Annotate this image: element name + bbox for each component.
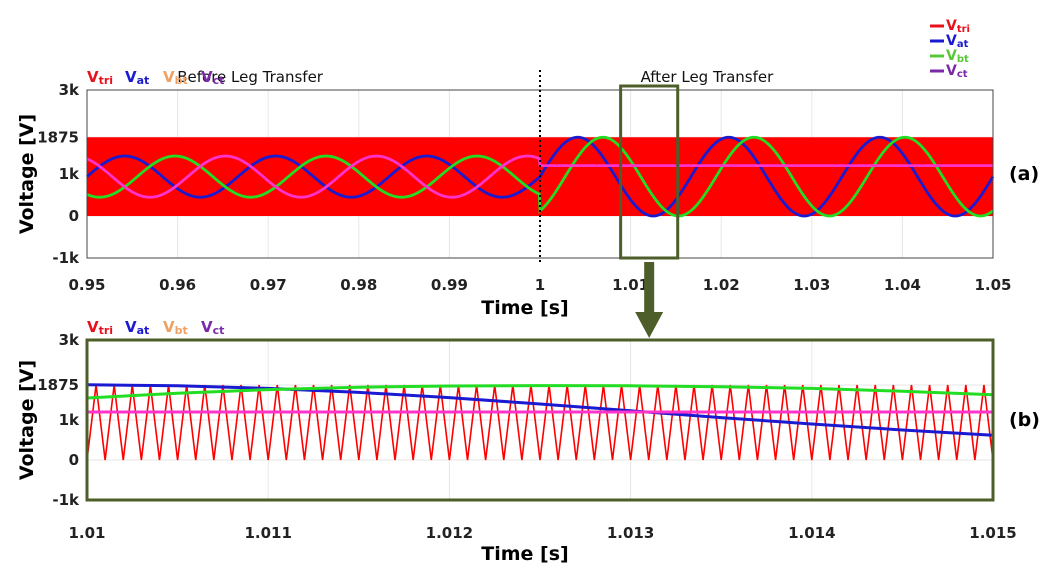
zoom-region-box (619, 84, 680, 260)
y-tick-label: 3k (59, 81, 80, 99)
annotation-before: Before Leg Transfer (177, 68, 324, 86)
legend-entry-Vat: Vat (125, 318, 149, 337)
inline-legend: Vtri Vat Vbt Vct (87, 68, 224, 87)
annotation-marks: Before Leg Transfer After Leg Transfer (177, 68, 774, 262)
y-tick-label: -1k (52, 491, 80, 509)
x-tick-label: 0.97 (250, 276, 287, 294)
x-tick-label: 1.05 (974, 276, 1011, 294)
inline-legend: Vtri Vat Vbt Vct (87, 318, 224, 337)
x-tick-labels: 1.01 1.011 1.012 1.013 1.014 1.015 (68, 524, 1016, 542)
legend-label-ct: Vct (946, 63, 968, 80)
series-Vtri (86, 384, 994, 461)
legend-label-bt: Vbt (946, 48, 969, 65)
x-tick-label: 1.03 (793, 276, 830, 294)
x-tick-label: 1.012 (426, 524, 473, 542)
legend-label-tri: Vtri (946, 18, 970, 35)
y-tick-label: 0 (69, 451, 79, 469)
legend-entry-Vbt: Vbt (163, 68, 188, 87)
zoom-arrow-icon (635, 262, 664, 338)
x-tick-label: 1.04 (884, 276, 921, 294)
y-tick-label: -1k (52, 249, 80, 267)
x-tick-label: 1.015 (969, 524, 1016, 542)
legend-entry-Vtri: Vtri (87, 318, 113, 337)
y-tick-label: 3k (59, 331, 80, 349)
x-tick-labels: 0.95 0.96 0.97 0.98 0.99 1 1.01 1.02 1.03 1.04 1.0… (68, 276, 1011, 294)
y-tick-label: 1875 (37, 376, 79, 394)
panel-label: (a) (1009, 163, 1039, 185)
x-tick-label: 0.99 (431, 276, 468, 294)
y-axis-label: Voltage [V] (16, 360, 38, 480)
legend-entry-Vtri: Vtri (87, 68, 113, 87)
arrow-shaft (644, 262, 655, 312)
y-tick-label: 1875 (37, 128, 79, 146)
legend-entry-Vct: Vct (201, 318, 224, 337)
y-tick-label: 0 (69, 207, 79, 225)
x-tick-label: 0.96 (159, 276, 196, 294)
legend-label-at: Vat (946, 33, 969, 50)
plot-frame (85, 338, 995, 502)
legend-entry-Vct: Vct (201, 68, 224, 87)
x-tick-label: 1 (535, 276, 545, 294)
y-tick-label: 1k (59, 411, 80, 429)
x-axis-label: Time [s] (481, 297, 568, 319)
x-tick-label: 1.014 (788, 524, 835, 542)
legend-entry-Vat: Vat (125, 68, 149, 87)
series-group (86, 383, 994, 437)
carrier-wave (86, 384, 994, 461)
x-tick-label: 1.01 (68, 524, 105, 542)
x-tick-label: 0.98 (340, 276, 377, 294)
series-Vat (86, 383, 994, 437)
annotation-after: After Leg Transfer (641, 68, 775, 86)
grid (86, 339, 994, 501)
chart-panel-a: Before Leg Transfer After Leg Transfer -1… (16, 68, 1039, 319)
x-axis-label: Time [s] (481, 543, 568, 565)
panel-label: (b) (1009, 409, 1040, 431)
arrow-head (635, 312, 664, 338)
series-Vbt (86, 384, 994, 400)
x-tick-label: 1.02 (703, 276, 740, 294)
x-tick-label: 1.01 (612, 276, 649, 294)
y-axis-label: Voltage [V] (16, 114, 38, 234)
x-tick-label: 0.95 (68, 276, 105, 294)
legend-entry-Vbt: Vbt (163, 318, 188, 337)
x-tick-label: 1.011 (244, 524, 291, 542)
y-tick-labels: -1k 0 1k 1875 3k (37, 331, 80, 509)
x-tick-label: 1.013 (607, 524, 654, 542)
y-tick-label: 1k (59, 165, 80, 183)
y-tick-labels: -1k 0 1k 1875 3k (37, 81, 80, 267)
